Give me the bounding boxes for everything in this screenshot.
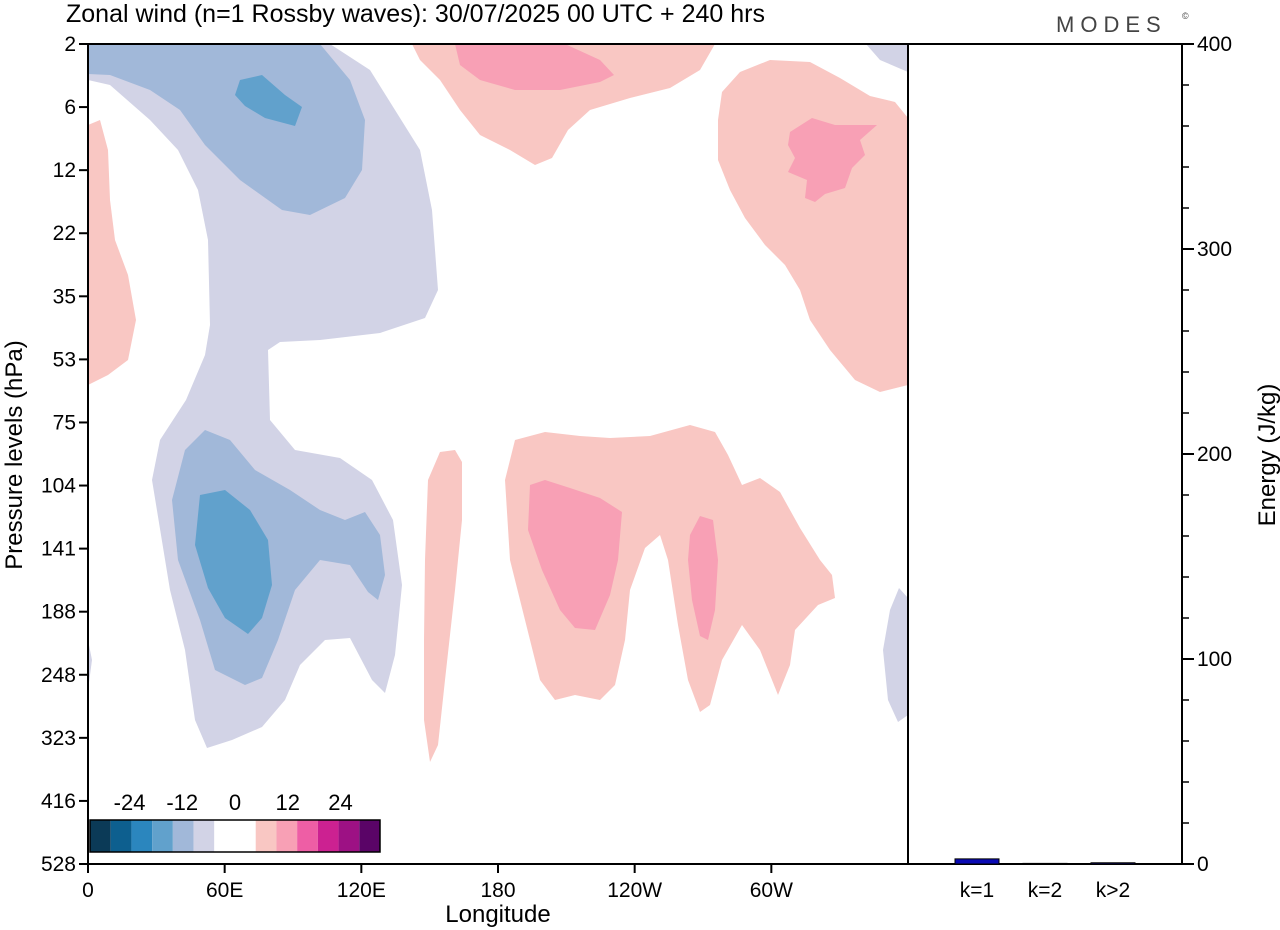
longitude-axis: 0 60E 120E 180 120W 60W bbox=[82, 864, 793, 902]
y-tick-label: 141 bbox=[41, 538, 76, 561]
neg-dark-trop bbox=[195, 490, 272, 634]
y-tick-label: 104 bbox=[41, 475, 76, 498]
colorbar-tick-label: 0 bbox=[229, 790, 241, 815]
contour-panel: 2 6 12 22 35 53 75 104 141 188 248 323 416 528 0 60E 12… bbox=[1, 33, 909, 928]
pos-region-right bbox=[718, 60, 908, 392]
y-tick-label: 528 bbox=[41, 853, 76, 876]
colorbar-cell bbox=[297, 820, 318, 852]
y-tick-label: 35 bbox=[53, 285, 76, 308]
energy-bars: k=1 k=2 k>2 bbox=[954, 858, 1136, 902]
y-tick-label: 323 bbox=[41, 727, 76, 750]
energy-tick-label: 200 bbox=[1197, 443, 1232, 466]
energy-category-label: k>2 bbox=[1096, 879, 1130, 902]
energy-bar-k>2 bbox=[1090, 862, 1136, 865]
y-tick-label: 22 bbox=[53, 222, 76, 245]
colorbar-cell bbox=[214, 820, 256, 852]
x-tick-label: 60W bbox=[750, 879, 793, 902]
energy-tick-label: 300 bbox=[1197, 238, 1232, 261]
energy-tick-label: 0 bbox=[1197, 853, 1209, 876]
energy-bar-k=2 bbox=[1022, 862, 1068, 865]
pos-region-left bbox=[88, 120, 136, 385]
pos-mid-trop-b bbox=[688, 516, 718, 640]
energy-frame bbox=[907, 43, 1183, 865]
energy-bar-k=1 bbox=[954, 858, 1000, 865]
y-tick-label: 188 bbox=[41, 601, 76, 624]
colorbar-cell bbox=[359, 820, 380, 852]
neg-region-low-right bbox=[883, 588, 908, 722]
colorbar-cell bbox=[317, 820, 339, 852]
y-tick-label: 75 bbox=[53, 411, 76, 434]
colorbar-tick-label: -12 bbox=[166, 790, 198, 815]
colorbar-tick-label: 12 bbox=[275, 790, 299, 815]
x-tick-label: 0 bbox=[82, 879, 94, 902]
neg-dark-strat bbox=[235, 75, 302, 126]
energy-category-label: k=2 bbox=[1028, 879, 1062, 902]
colorbar-cell bbox=[172, 820, 194, 852]
colorbar-cell bbox=[338, 820, 360, 852]
x-tick-label: 60E bbox=[206, 879, 243, 902]
colorbar-tick-label: 24 bbox=[328, 790, 352, 815]
y-tick-label: 2 bbox=[64, 33, 76, 56]
brand-mark: © bbox=[1182, 11, 1189, 21]
energy-tick-label: 100 bbox=[1197, 648, 1232, 671]
energy-category-label: k=1 bbox=[960, 879, 994, 902]
colorbar: -24 -12 0 12 24 bbox=[89, 790, 381, 853]
colorbar-tick-label: -24 bbox=[114, 790, 146, 815]
x-axis-label: Longitude bbox=[445, 901, 550, 928]
y-tick-label: 12 bbox=[53, 159, 76, 182]
colorbar-cell bbox=[110, 820, 132, 852]
chart-title: Zonal wind (n=1 Rossby waves): 30/07/202… bbox=[66, 0, 765, 28]
colorbar-cell bbox=[131, 820, 153, 852]
x-tick-label: 120E bbox=[337, 879, 386, 902]
y-tick-label: 53 bbox=[53, 348, 76, 371]
colorbar-cell bbox=[152, 820, 173, 852]
energy-axis-label: Energy (J/kg) bbox=[1254, 384, 1280, 527]
neg-mid-strat bbox=[88, 44, 365, 215]
y-axis-label: Pressure levels (hPa) bbox=[1, 340, 28, 569]
contour-fills bbox=[88, 44, 908, 762]
pos-mid-top bbox=[455, 44, 614, 90]
energy-panel: 0 100 200 300 400 k=1 k=2 k>2 Energy (J/kg) bbox=[907, 33, 1280, 902]
x-tick-label: 120W bbox=[607, 879, 662, 902]
neg-region-strat bbox=[88, 44, 438, 748]
pos-mid-trop-a bbox=[528, 480, 622, 630]
colorbar-frame bbox=[89, 819, 381, 853]
colorbar-cell bbox=[255, 820, 277, 852]
neg-region-edge bbox=[866, 44, 908, 72]
colorbar-cell bbox=[193, 820, 215, 852]
x-tick-label: 180 bbox=[480, 879, 515, 902]
pressure-axis: 2 6 12 22 35 53 75 104 141 188 248 323 416 528 bbox=[41, 33, 88, 876]
pos-region-narrow bbox=[424, 450, 462, 762]
y-tick-label: 248 bbox=[41, 664, 76, 687]
colorbar-cell bbox=[276, 820, 298, 852]
brand-logo: MODES bbox=[1056, 12, 1167, 37]
energy-axis: 0 100 200 300 400 bbox=[1182, 33, 1232, 876]
colorbar-cell bbox=[90, 820, 111, 852]
energy-tick-label: 400 bbox=[1197, 33, 1232, 56]
y-tick-label: 416 bbox=[41, 790, 76, 813]
pos-mid-right bbox=[788, 118, 877, 202]
y-tick-label: 6 bbox=[64, 96, 76, 119]
